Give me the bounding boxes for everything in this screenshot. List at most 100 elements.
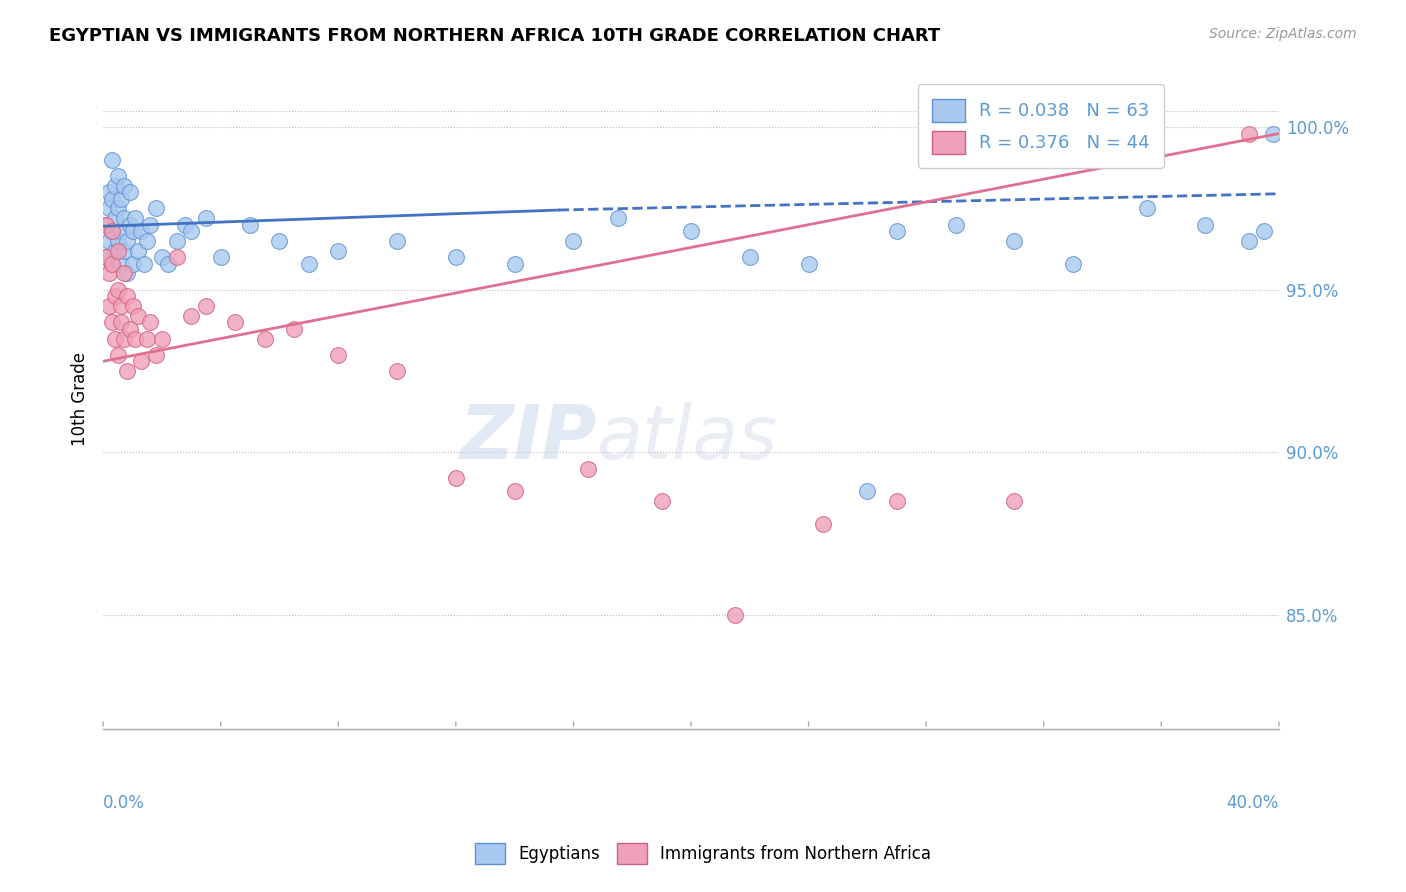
- Point: [110, 257, 132, 271]
- Point: [124, 211, 146, 226]
- Point: [107, 244, 129, 258]
- Point: [1239, 234, 1261, 248]
- Point: [101, 315, 124, 329]
- Point: [224, 315, 246, 329]
- Point: [385, 234, 408, 248]
- Point: [110, 224, 132, 238]
- Point: [886, 224, 908, 238]
- Point: [121, 257, 143, 271]
- Point: [1002, 234, 1025, 248]
- Point: [180, 224, 202, 238]
- Legend: Egyptians, Immigrants from Northern Africa: Egyptians, Immigrants from Northern Afri…: [468, 837, 938, 871]
- Point: [94, 218, 117, 232]
- Point: [112, 244, 135, 258]
- Point: [118, 185, 141, 199]
- Point: [1239, 127, 1261, 141]
- Y-axis label: 10th Grade: 10th Grade: [72, 351, 89, 446]
- Point: [98, 299, 121, 313]
- Point: [945, 218, 967, 232]
- Point: [94, 250, 117, 264]
- Point: [385, 364, 408, 378]
- Point: [127, 309, 149, 323]
- Point: [166, 250, 188, 264]
- Point: [110, 299, 132, 313]
- Point: [738, 250, 761, 264]
- Point: [150, 250, 173, 264]
- Point: [156, 257, 179, 271]
- Point: [112, 267, 135, 281]
- Point: [94, 250, 117, 264]
- Point: [107, 169, 129, 183]
- Point: [98, 185, 121, 199]
- Point: [1062, 257, 1084, 271]
- Point: [104, 332, 127, 346]
- Point: [503, 484, 526, 499]
- Point: [195, 299, 218, 313]
- Point: [98, 234, 121, 248]
- Point: [503, 257, 526, 271]
- Point: [118, 218, 141, 232]
- Point: [797, 257, 820, 271]
- Point: [145, 348, 167, 362]
- Point: [328, 244, 350, 258]
- Point: [107, 202, 129, 216]
- Point: [112, 332, 135, 346]
- Point: [180, 309, 202, 323]
- Point: [101, 224, 124, 238]
- Point: [115, 267, 138, 281]
- Point: [1002, 494, 1025, 508]
- Point: [94, 218, 117, 232]
- Point: [101, 224, 124, 238]
- Point: [139, 218, 162, 232]
- Point: [104, 244, 127, 258]
- Point: [110, 315, 132, 329]
- Point: [127, 244, 149, 258]
- Text: Source: ZipAtlas.com: Source: ZipAtlas.com: [1209, 27, 1357, 41]
- Text: atlas: atlas: [598, 402, 779, 475]
- Point: [150, 332, 173, 346]
- Point: [679, 224, 702, 238]
- Point: [107, 234, 129, 248]
- Point: [131, 224, 153, 238]
- Point: [104, 211, 127, 226]
- Point: [253, 332, 276, 346]
- Point: [98, 202, 121, 216]
- Point: [576, 461, 599, 475]
- Point: [195, 211, 218, 226]
- Point: [651, 494, 673, 508]
- Point: [1261, 127, 1284, 141]
- Point: [444, 250, 467, 264]
- Point: [101, 153, 124, 167]
- Point: [124, 332, 146, 346]
- Point: [856, 484, 879, 499]
- Point: [298, 257, 321, 271]
- Point: [115, 364, 138, 378]
- Text: EGYPTIAN VS IMMIGRANTS FROM NORTHERN AFRICA 10TH GRADE CORRELATION CHART: EGYPTIAN VS IMMIGRANTS FROM NORTHERN AFR…: [49, 27, 941, 45]
- Point: [444, 471, 467, 485]
- Point: [121, 299, 143, 313]
- Point: [283, 322, 305, 336]
- Point: [118, 322, 141, 336]
- Point: [107, 283, 129, 297]
- Point: [606, 211, 628, 226]
- Point: [115, 234, 138, 248]
- Point: [239, 218, 262, 232]
- Point: [166, 234, 188, 248]
- Legend: R = 0.038   N = 63, R = 0.376   N = 44: R = 0.038 N = 63, R = 0.376 N = 44: [918, 84, 1164, 169]
- Point: [112, 178, 135, 193]
- Point: [101, 257, 124, 271]
- Point: [174, 218, 197, 232]
- Point: [724, 607, 747, 622]
- Point: [136, 234, 159, 248]
- Point: [104, 178, 127, 193]
- Point: [110, 192, 132, 206]
- Point: [209, 250, 232, 264]
- Point: [115, 289, 138, 303]
- Point: [107, 348, 129, 362]
- Point: [101, 192, 124, 206]
- Point: [98, 267, 121, 281]
- Point: [121, 224, 143, 238]
- Text: ZIP: ZIP: [460, 401, 598, 475]
- Point: [134, 257, 156, 271]
- Point: [145, 202, 167, 216]
